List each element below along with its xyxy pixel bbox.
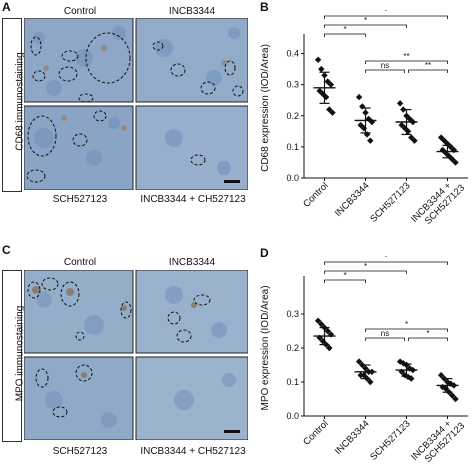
data-point bbox=[367, 378, 374, 386]
significance-bracket bbox=[324, 270, 407, 274]
data-point bbox=[408, 375, 415, 382]
data-point bbox=[329, 109, 336, 116]
panel-label-c: C bbox=[2, 243, 11, 257]
histology-image-c-control bbox=[24, 270, 134, 354]
x-tick-label: SCH527123 bbox=[368, 418, 412, 462]
significance-label: * bbox=[343, 271, 346, 280]
y-tick-label: 0.3 bbox=[286, 309, 299, 319]
scale-bar-c bbox=[224, 430, 240, 433]
histology-grid-a bbox=[24, 18, 248, 190]
brown-stain-c bbox=[32, 286, 197, 378]
data-point bbox=[319, 90, 327, 98]
y-tick-label: 0.4 bbox=[286, 49, 299, 59]
data-point bbox=[314, 56, 322, 63]
significance-label: ns bbox=[381, 61, 389, 70]
histology-grid-c bbox=[24, 270, 248, 440]
significance-label: * bbox=[343, 25, 346, 34]
data-point bbox=[452, 395, 459, 403]
significance-bracket bbox=[408, 337, 448, 341]
y-tick-label: 0.3 bbox=[286, 80, 299, 90]
data-point bbox=[396, 100, 404, 107]
significance-bracket bbox=[324, 261, 448, 265]
significance-bracket bbox=[324, 33, 366, 37]
y-tick-label: 0.0 bbox=[286, 173, 299, 183]
header-control-a: Control bbox=[63, 6, 97, 17]
y-tick-label: 0.1 bbox=[286, 377, 299, 387]
significance-label: ** bbox=[425, 61, 431, 70]
histology-image-c-sch527123 bbox=[24, 356, 134, 440]
footer-sch527123-a: SCH527123 bbox=[52, 194, 108, 205]
chart-b: 0.0 0.1 0.2 0.3 0.4 CD68 expression (IOD/Area… bbox=[260, 10, 468, 233]
y-axis-label: CD68 expression (IOD/Area) bbox=[260, 44, 271, 172]
significance-bracket bbox=[365, 328, 448, 332]
annotation-ellipses-a bbox=[26, 32, 244, 183]
significance-label: ** bbox=[403, 52, 409, 61]
header-incb3344-c: INCB3344 bbox=[168, 257, 216, 268]
x-tick-label: Control bbox=[301, 180, 330, 209]
significance-bracket bbox=[408, 69, 448, 73]
x-tick-label: INCB3344 bbox=[333, 418, 372, 457]
footer-combo-a: INCB3344 + CH527123 bbox=[140, 194, 246, 205]
header-incb3344-a: INCB3344 bbox=[168, 6, 216, 17]
data-point bbox=[452, 159, 459, 166]
histology-image-a-combo bbox=[135, 105, 248, 190]
panel-label-a: A bbox=[2, 0, 11, 14]
data-point bbox=[326, 344, 333, 352]
significance-bracket bbox=[365, 60, 448, 64]
chart-d: 0.0 0.1 0.2 0.3 MPO expression (IOD/Area) Con… bbox=[260, 256, 468, 471]
y-tick-label: 0.1 bbox=[286, 142, 299, 152]
data-point bbox=[449, 392, 456, 399]
data-point bbox=[360, 372, 368, 379]
x-tick-label: INCB3344 bbox=[333, 180, 372, 219]
significance-bracket bbox=[365, 69, 405, 73]
data-point bbox=[437, 372, 445, 379]
panel-label-b: B bbox=[260, 0, 269, 14]
data-point bbox=[367, 137, 374, 144]
data-point bbox=[357, 372, 364, 379]
footer-sch527123-c: SCH527123 bbox=[52, 446, 108, 457]
data-point bbox=[359, 103, 366, 110]
y-tick-label: 0.2 bbox=[286, 111, 299, 121]
x-tick-label: INCB3344 +SCH527123 bbox=[409, 413, 467, 471]
significance-label: * bbox=[426, 329, 429, 338]
annotation-ellipses-c bbox=[27, 277, 211, 418]
data-point bbox=[319, 338, 327, 345]
x-tick-label: SCH527123 bbox=[368, 180, 412, 224]
significance-label: * bbox=[364, 262, 367, 271]
data-point bbox=[318, 321, 325, 328]
significance-label: * bbox=[364, 16, 367, 25]
side-label-box-a bbox=[2, 18, 22, 192]
side-label-box-c bbox=[2, 270, 22, 442]
significance-bracket bbox=[324, 279, 366, 283]
y-tick-label: 0.0 bbox=[286, 411, 299, 421]
panel-label-d: D bbox=[260, 246, 269, 260]
data-point bbox=[314, 317, 322, 324]
data-point bbox=[322, 93, 330, 101]
y-axis-label: MPO expression (IOD/Area) bbox=[260, 285, 271, 410]
significance-label: * bbox=[384, 256, 387, 262]
data-point bbox=[318, 65, 325, 73]
x-tick-label: INCB3344 +SCH527123 bbox=[409, 175, 467, 233]
data-point bbox=[355, 358, 363, 365]
significance-label: ns bbox=[381, 329, 389, 338]
scale-bar-a bbox=[224, 180, 240, 183]
header-control-c: Control bbox=[63, 257, 97, 268]
x-tick-label: Control bbox=[301, 418, 330, 447]
data-point bbox=[327, 81, 335, 88]
y-tick-label: 0.2 bbox=[286, 343, 299, 353]
significance-bracket bbox=[365, 337, 405, 341]
significance-label: * bbox=[405, 320, 408, 329]
histology-image-c-incb3344 bbox=[135, 270, 248, 354]
significance-bracket bbox=[324, 24, 407, 28]
histology-texture-c bbox=[36, 286, 236, 428]
data-point bbox=[411, 137, 418, 144]
data-point bbox=[444, 140, 451, 147]
footer-combo-c: INCB3344 + CH527123 bbox=[140, 446, 246, 457]
data-point bbox=[363, 131, 371, 138]
significance-bracket bbox=[324, 15, 448, 19]
data-point bbox=[324, 327, 331, 335]
data-point bbox=[355, 93, 363, 101]
significance-label: * bbox=[384, 10, 387, 16]
